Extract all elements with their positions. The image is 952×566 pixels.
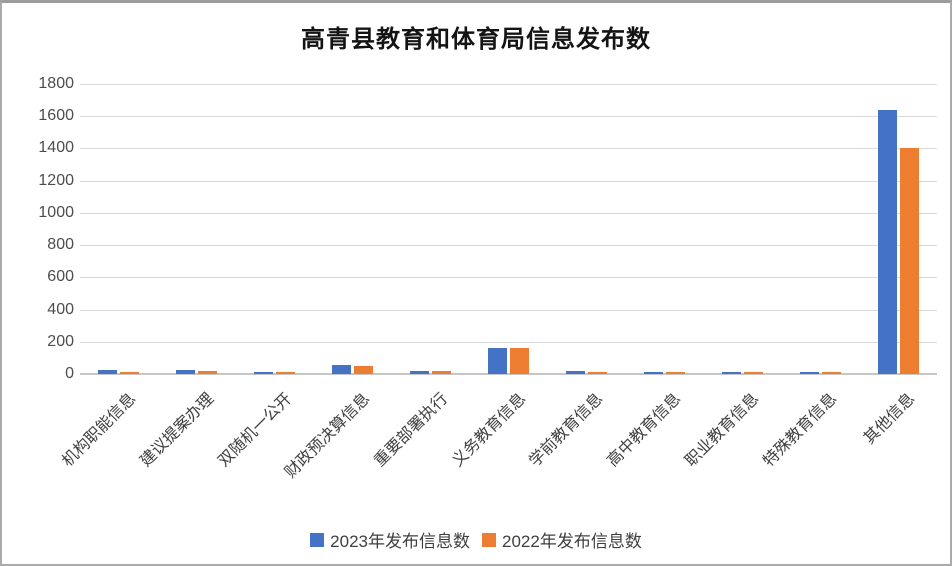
legend-swatch-icon: [482, 532, 496, 547]
bar-2022年发布信息数-高中教育信息: [666, 372, 685, 374]
gridline-y-1400: [80, 148, 937, 150]
y-axis-tick-400: 400: [47, 300, 74, 318]
legend-label: 2022年发布信息数: [502, 532, 642, 551]
y-axis-tick-1600: 1600: [38, 107, 74, 125]
bar-2022年发布信息数-重要部署执行: [432, 371, 451, 374]
bar-2023年发布信息数-机构职能信息: [98, 370, 117, 374]
bar-2022年发布信息数-学前教育信息: [588, 372, 607, 374]
y-axis-tick-1800: 1800: [38, 75, 74, 92]
x-axis-label-义务教育信息: 义务教育信息: [449, 390, 530, 471]
bar-2023年发布信息数-学前教育信息: [566, 371, 585, 374]
chart-title: 高青县教育和体育局信息发布数: [301, 26, 651, 53]
gridline-y-0: [80, 373, 937, 375]
legend-item-2023年发布信息数: 2023年发布信息数: [310, 527, 470, 552]
gridline-y-600: [80, 277, 937, 279]
gridline-y-1200: [80, 180, 937, 182]
legend-label: 2023年发布信息数: [330, 532, 470, 551]
legend: 2023年发布信息数 2022年发布信息数: [2, 527, 950, 552]
plot-area: 0 200 400 600 800 1000 1200 1400 1600 1800 机构职能信息建…: [2, 3, 950, 564]
y-axis-tick-800: 800: [47, 236, 74, 254]
bar-2022年发布信息数-机构职能信息: [120, 372, 139, 374]
x-axis-label-特殊教育信息: 特殊教育信息: [760, 390, 841, 471]
bar-2022年发布信息数-特殊教育信息: [822, 372, 841, 374]
bar-2023年发布信息数-高中教育信息: [644, 372, 663, 374]
y-axis-tick-600: 600: [47, 268, 74, 286]
bar-2022年发布信息数-义务教育信息: [510, 348, 529, 374]
y-axis-tick-0: 0: [65, 365, 74, 382]
gridline-y-800: [80, 245, 937, 247]
bar-2022年发布信息数-职业教育信息: [744, 372, 763, 374]
x-axis-label-职业教育信息: 职业教育信息: [682, 390, 763, 471]
bar-2023年发布信息数-双随机一公开: [254, 372, 273, 374]
x-axis-label-高中教育信息: 高中教育信息: [604, 390, 685, 471]
gridline-y-400: [80, 309, 937, 311]
bar-2023年发布信息数-建议提案办理: [176, 370, 195, 374]
y-axis-tick-1000: 1000: [38, 203, 74, 221]
bar-2023年发布信息数-职业教育信息: [722, 372, 741, 374]
legend-item-2022年发布信息数: 2022年发布信息数: [482, 527, 642, 552]
gridline-y-1800: [80, 84, 937, 85]
gridline-y-200: [80, 341, 937, 343]
y-axis-tick-1400: 1400: [38, 139, 74, 157]
bar-2023年发布信息数-其他信息: [878, 110, 897, 374]
y-axis-tick-1200: 1200: [38, 171, 74, 189]
y-axis-tick-200: 200: [47, 332, 74, 350]
x-axis-label-其他信息: 其他信息: [860, 390, 919, 448]
bar-2022年发布信息数-财政预决算信息: [354, 366, 373, 374]
legend-swatch-icon: [310, 532, 325, 547]
bar-2023年发布信息数-特殊教育信息: [800, 372, 819, 374]
bar-2023年发布信息数-财政预决算信息: [332, 365, 351, 374]
x-axis-label-学前教育信息: 学前教育信息: [526, 390, 607, 471]
gridline-y-1600: [80, 116, 937, 118]
bar-2023年发布信息数-重要部署执行: [410, 371, 429, 374]
x-axis-label-建议提案办理: 建议提案办理: [137, 390, 218, 471]
bar-2023年发布信息数-义务教育信息: [488, 348, 507, 374]
x-axis-label-重要部署执行: 重要部署执行: [371, 390, 452, 471]
x-axis-label-机构职能信息: 机构职能信息: [59, 390, 140, 471]
bar-2022年发布信息数-建议提案办理: [198, 371, 217, 374]
gridline-y-1000: [80, 212, 937, 214]
bar-2022年发布信息数-双随机一公开: [276, 372, 295, 374]
bar-2022年发布信息数-其他信息: [900, 148, 919, 374]
